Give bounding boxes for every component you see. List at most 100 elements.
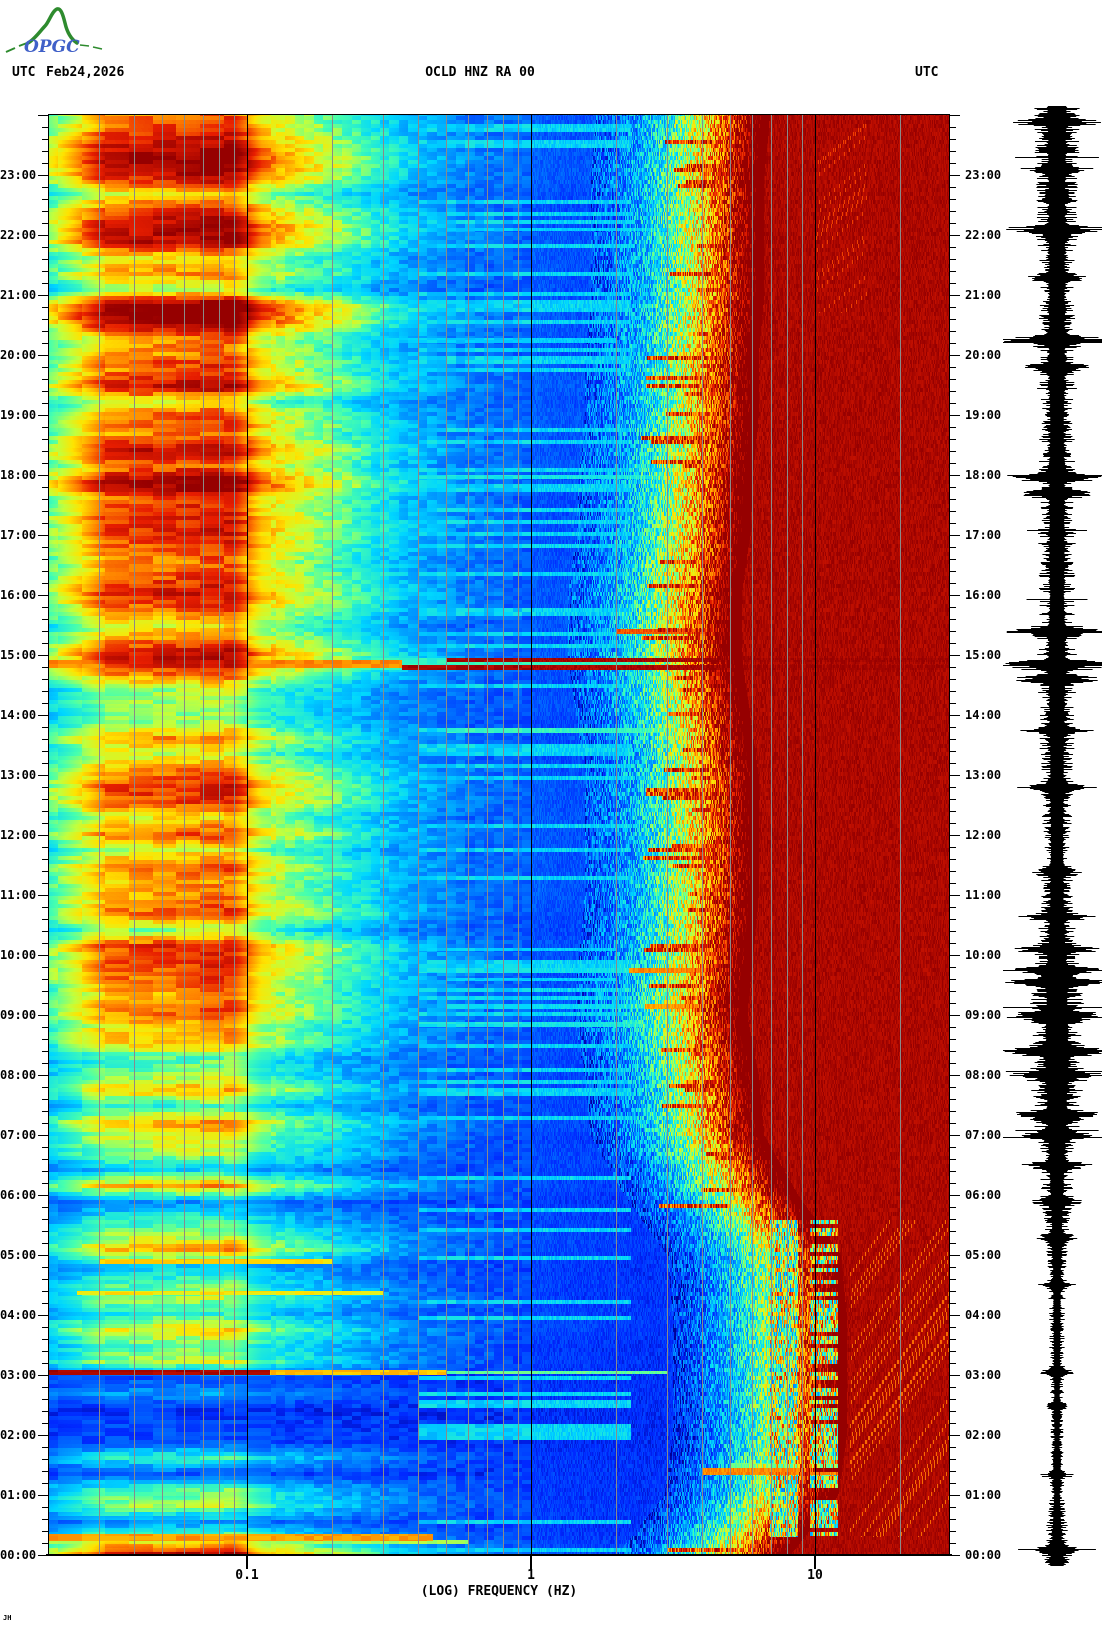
time-tick-minor [42, 127, 48, 128]
time-tick-major [950, 595, 960, 596]
time-tick-major [38, 115, 48, 116]
time-tick-minor [42, 679, 48, 680]
time-tick-minor [950, 1471, 956, 1472]
time-tick-major [38, 1315, 48, 1316]
time-tick-minor [42, 859, 48, 860]
time-tick-minor [42, 571, 48, 572]
time-label-right: 23:00 [965, 168, 1002, 182]
time-tick-major [38, 1015, 48, 1016]
time-tick-minor [950, 259, 956, 260]
time-tick-minor [950, 463, 956, 464]
time-tick-major [950, 1255, 960, 1256]
utc-label-right: UTC [915, 65, 939, 80]
time-label-left: 11:00 [0, 888, 37, 902]
time-tick-minor [42, 343, 48, 344]
time-label-right: 21:00 [965, 288, 1002, 302]
time-tick-minor [42, 1363, 48, 1364]
time-tick-minor [950, 919, 956, 920]
time-tick-minor [42, 523, 48, 524]
time-tick-minor [950, 631, 956, 632]
time-label-left: 03:00 [0, 1368, 37, 1382]
time-tick-major [950, 1435, 960, 1436]
time-tick-minor [950, 823, 956, 824]
time-tick-major [38, 475, 48, 476]
time-tick-major [950, 535, 960, 536]
time-tick-minor [950, 703, 956, 704]
time-tick-minor [42, 1423, 48, 1424]
time-tick-minor [950, 367, 956, 368]
time-tick-minor [42, 271, 48, 272]
time-tick-major [38, 355, 48, 356]
time-tick-major [38, 1255, 48, 1256]
time-tick-minor [42, 739, 48, 740]
time-tick-minor [950, 643, 956, 644]
time-tick-minor [42, 1099, 48, 1100]
time-tick-major [950, 715, 960, 716]
time-tick-minor [950, 811, 956, 812]
time-tick-major [38, 655, 48, 656]
time-tick-minor [42, 1531, 48, 1532]
time-tick-minor [42, 379, 48, 380]
time-tick-minor [42, 1231, 48, 1232]
time-tick-minor [42, 619, 48, 620]
time-tick-minor [950, 1171, 956, 1172]
time-tick-major [38, 715, 48, 716]
time-tick-major [38, 835, 48, 836]
time-tick-major [950, 1075, 960, 1076]
time-tick-minor [42, 1483, 48, 1484]
time-tick-minor [42, 727, 48, 728]
logo-text: OPGC [24, 37, 80, 57]
time-label-right: 05:00 [965, 1248, 1002, 1262]
time-tick-major [38, 895, 48, 896]
opgc-logo: OPGC [5, 7, 103, 57]
time-tick-minor [42, 1219, 48, 1220]
time-tick-minor [42, 1063, 48, 1064]
time-label-left: 18:00 [0, 468, 37, 482]
time-tick-minor [42, 931, 48, 932]
time-tick-minor [950, 1399, 956, 1400]
time-tick-major [950, 1495, 960, 1496]
time-tick-minor [42, 499, 48, 500]
time-tick-minor [950, 427, 956, 428]
time-tick-minor [42, 547, 48, 548]
time-tick-minor [42, 607, 48, 608]
time-tick-minor [950, 859, 956, 860]
time-label-right: 16:00 [965, 588, 1002, 602]
time-tick-minor [42, 187, 48, 188]
time-label-right: 02:00 [965, 1428, 1002, 1442]
time-tick-minor [42, 163, 48, 164]
time-tick-minor [950, 667, 956, 668]
time-tick-minor [42, 1327, 48, 1328]
time-tick-minor [950, 403, 956, 404]
time-tick-major [38, 775, 48, 776]
time-tick-major [950, 895, 960, 896]
time-label-left: 12:00 [0, 828, 37, 842]
time-tick-minor [42, 1123, 48, 1124]
corner-mark: JH [3, 1614, 12, 1622]
logo-dash-right-icon [79, 44, 103, 50]
time-tick-minor [950, 1183, 956, 1184]
time-tick-minor [42, 1003, 48, 1004]
time-tick-minor [42, 751, 48, 752]
time-tick-minor [950, 1279, 956, 1280]
time-tick-minor [950, 439, 956, 440]
time-label-right: 04:00 [965, 1308, 1002, 1322]
time-tick-minor [42, 787, 48, 788]
time-tick-minor [950, 619, 956, 620]
freq-tick-label: 1 [527, 1568, 535, 1583]
time-tick-minor [42, 583, 48, 584]
time-label-right: 20:00 [965, 348, 1002, 362]
time-tick-minor [950, 547, 956, 548]
time-tick-minor [950, 799, 956, 800]
time-tick-minor [950, 499, 956, 500]
freq-tick-major [530, 1556, 532, 1569]
time-label-right: 10:00 [965, 948, 1002, 962]
time-tick-minor [950, 211, 956, 212]
time-tick-minor [950, 727, 956, 728]
time-label-left: 07:00 [0, 1128, 37, 1142]
time-tick-minor [950, 787, 956, 788]
time-tick-minor [950, 559, 956, 560]
time-tick-minor [950, 139, 956, 140]
time-tick-minor [950, 967, 956, 968]
time-tick-major [38, 415, 48, 416]
